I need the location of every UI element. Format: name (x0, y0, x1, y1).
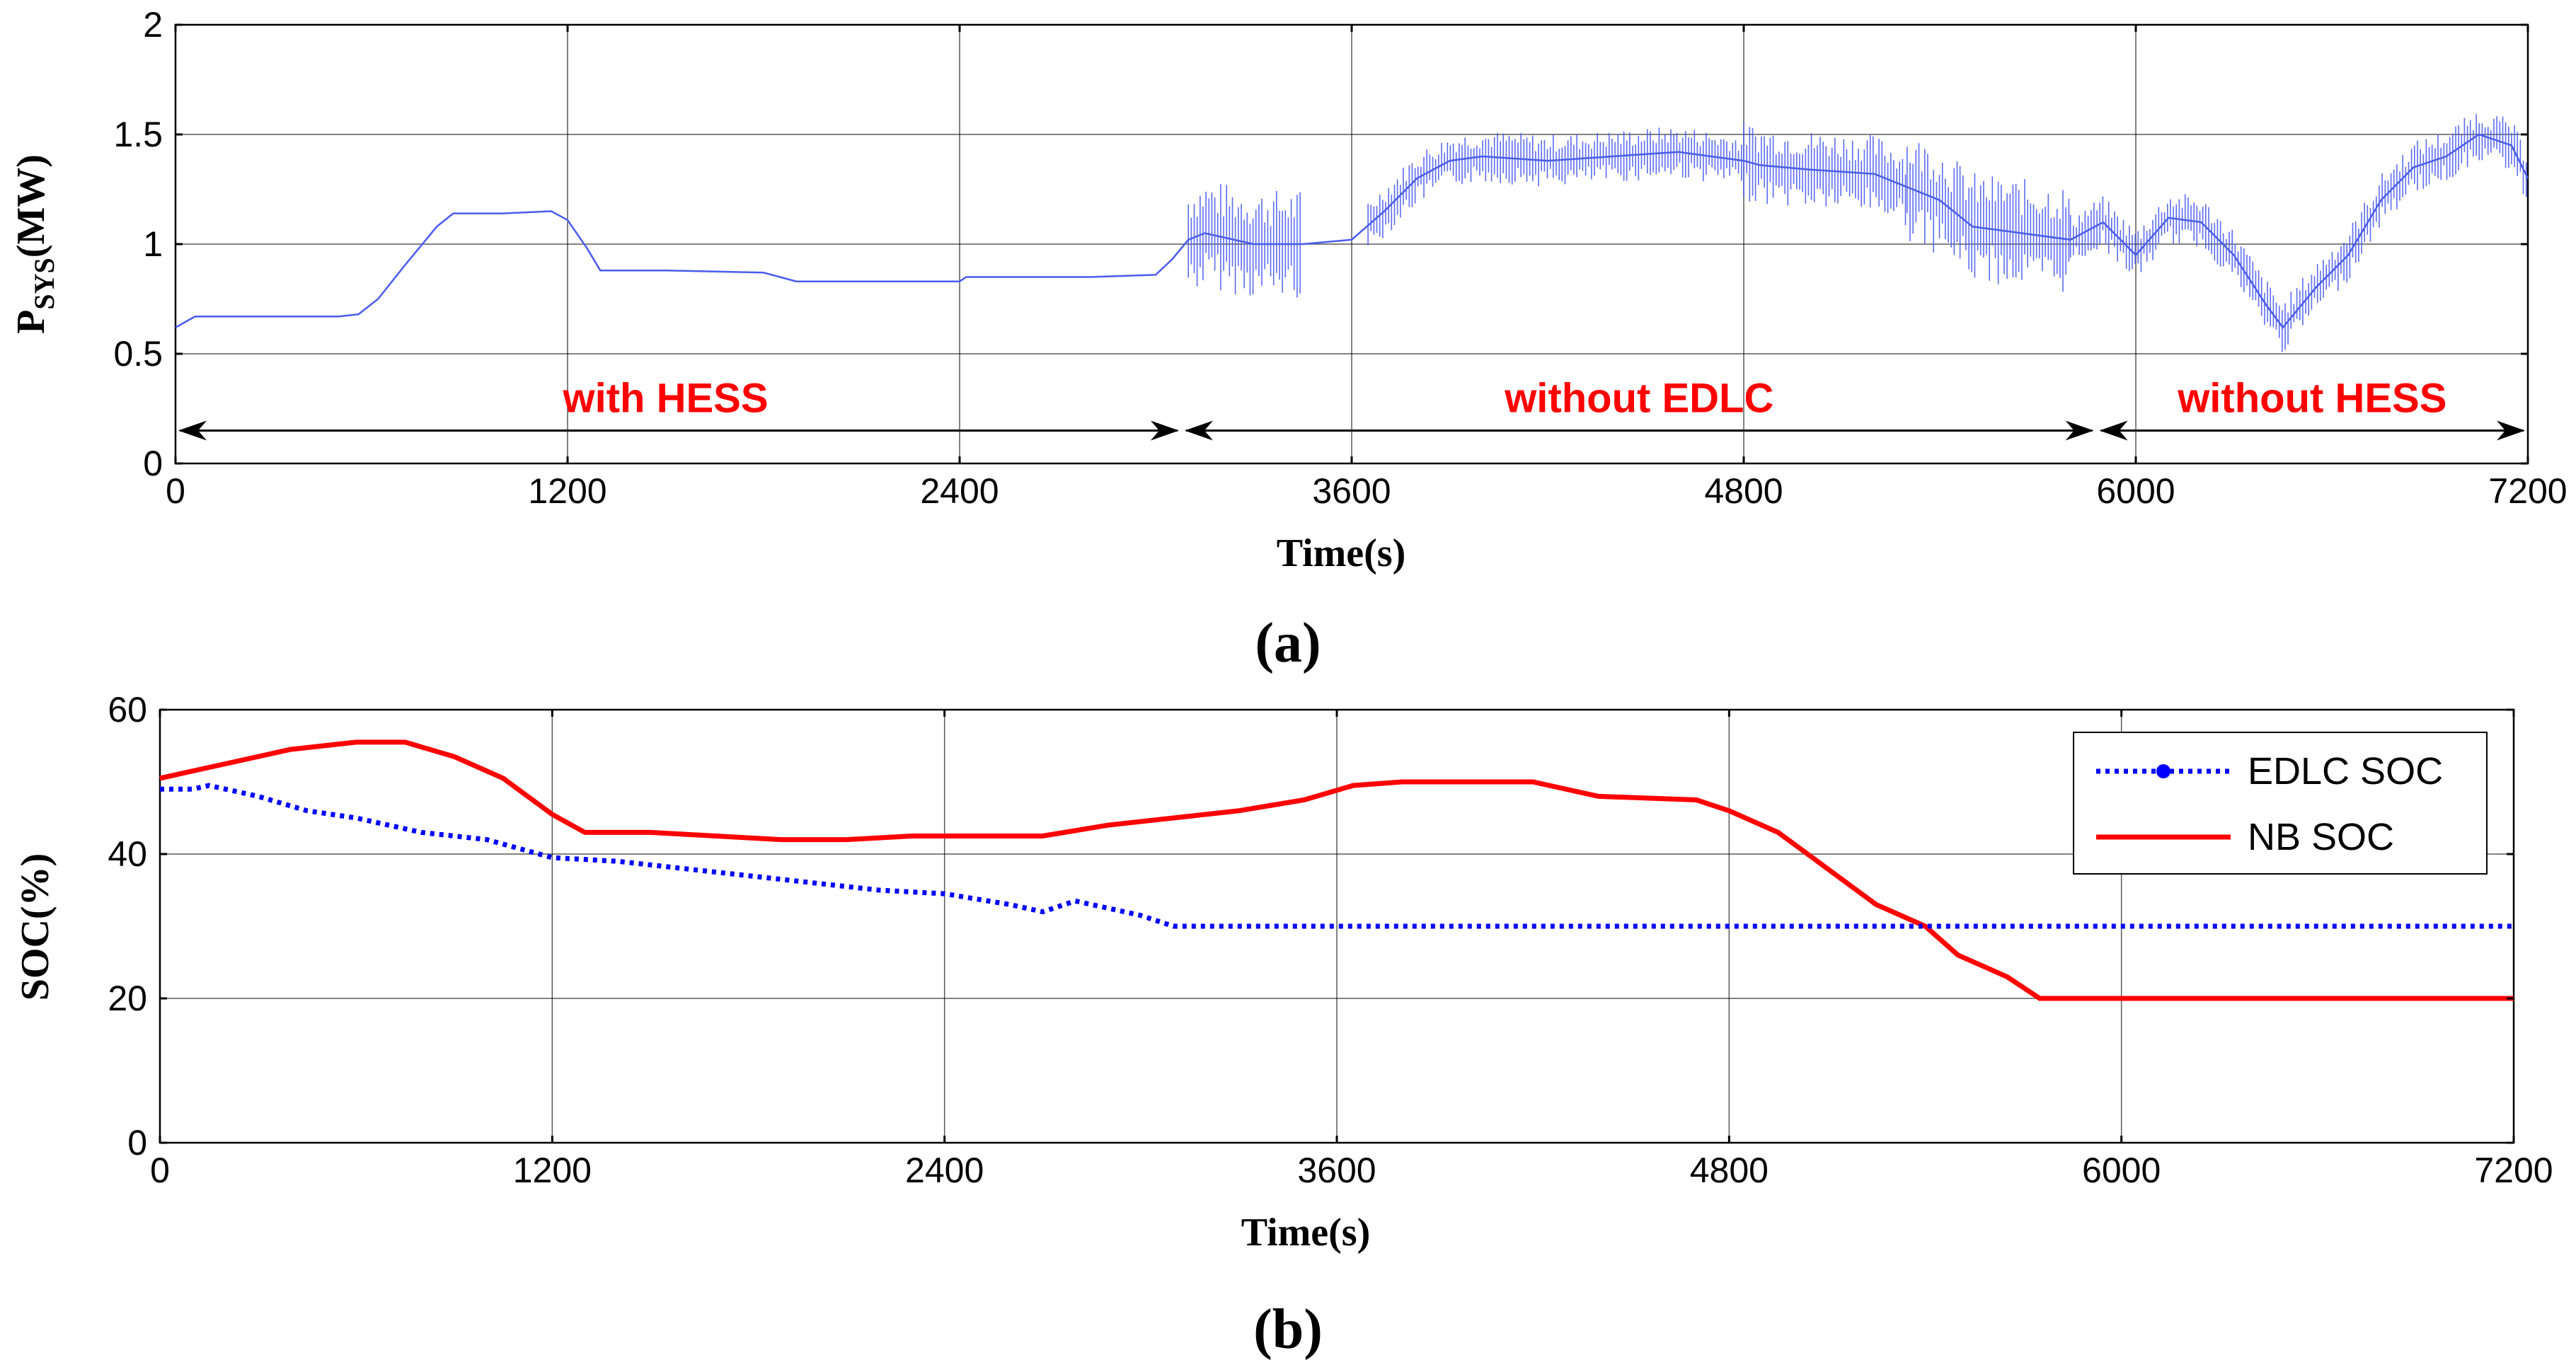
panel-b-x-tick-label: 2400 (905, 1151, 984, 1190)
legend-nb-label: NB SOC (2248, 816, 2394, 858)
panel-a-region-arrows: with HESS without EDLC without HESS (178, 376, 2525, 441)
psys-label-unit: (MW) (9, 154, 53, 258)
panel-b-x-axis-title: Time(s) (1241, 1211, 1371, 1255)
edlc-soc-series-line (160, 783, 2514, 929)
panel-a-y-tick-label: 0.5 (113, 334, 163, 374)
panel-a-x-tick-label: 0 (166, 471, 185, 511)
panel-b-x-tick-label: 0 (150, 1151, 170, 1190)
panel-b-y-ticks: 0 20 40 60 (108, 690, 2514, 1163)
panel-a-x-tick-label: 2400 (920, 471, 999, 511)
panel-a-x-tick-label: 7200 (2488, 471, 2567, 511)
panel-a-x-ticks: 0 1200 2400 3600 4800 6000 7200 (166, 25, 2568, 511)
panel-b: 0 1200 2400 3600 4800 6000 7200 0 20 40 60 EDLC S… (13, 690, 2553, 1361)
psys-label-sub: SYS (28, 258, 60, 309)
panel-a-x-axis-title: Time(s) (1277, 531, 1406, 575)
panel-a-y-tick-label: 1 (143, 224, 163, 264)
panel-b-label: (b) (1253, 1298, 1323, 1361)
panel-a-x-tick-label: 3600 (1312, 471, 1391, 511)
panel-b-y-tick-label: 0 (127, 1123, 147, 1163)
legend-box (2073, 732, 2488, 875)
nb-soc-series-line (159, 739, 2514, 1001)
panel-b-x-tick-label: 3600 (1297, 1151, 1376, 1190)
panel-b-x-tick-label: 6000 (2082, 1151, 2161, 1190)
region-label: without EDLC (1504, 376, 1773, 422)
panel-a-y-tick-label: 0 (143, 444, 163, 483)
panel-a-x-tick-label: 6000 (2096, 471, 2175, 511)
legend-edlc-label: EDLC SOC (2248, 750, 2443, 792)
region-label: without HESS (2177, 376, 2446, 422)
panel-b-letter: b (1272, 1298, 1304, 1361)
region-label: with HESS (562, 376, 768, 422)
legend: EDLC SOC NB SOC (2073, 732, 2488, 875)
panel-b-y-tick-label: 60 (108, 690, 147, 730)
legend-edlc-marker (2156, 764, 2170, 778)
panel-b-y-tick-label: 20 (108, 979, 147, 1018)
panel-b-x-ticks: 0 1200 2400 3600 4800 6000 7200 (150, 710, 2553, 1190)
panel-b-y-tick-label: 40 (108, 834, 147, 874)
panel-b-x-tick-label: 4800 (1690, 1151, 1769, 1190)
panel-b-y-axis-title: SOC(%) (13, 853, 57, 1001)
psys-label-main: P (9, 310, 53, 334)
panel-a-y-axis-title: PSYS(MW) (9, 154, 60, 334)
panel-a-grid (176, 25, 2528, 463)
panel-a: 0 1200 2400 3600 4800 6000 7200 0 0.5 1 1.5 2 with… (9, 5, 2568, 674)
psys-series-line (175, 133, 2529, 329)
psys-fluctuation-segment (1907, 143, 2070, 292)
panel-a-y-ticks: 0 0.5 1 1.5 2 (113, 5, 2528, 483)
panel-b-x-tick-label: 1200 (513, 1151, 592, 1190)
panel-a-letter: a (1274, 612, 1302, 674)
panel-a-x-tick-label: 1200 (528, 471, 606, 511)
panel-a-label: (a) (1255, 612, 1321, 674)
psys-fluctuation-segment (1743, 122, 1907, 226)
panel-b-x-tick-label: 7200 (2474, 1151, 2553, 1190)
panel-a-y-tick-label: 1.5 (113, 115, 163, 154)
panel-a-y-tick-label: 2 (143, 5, 163, 45)
panel-a-x-tick-label: 4800 (1704, 471, 1783, 511)
